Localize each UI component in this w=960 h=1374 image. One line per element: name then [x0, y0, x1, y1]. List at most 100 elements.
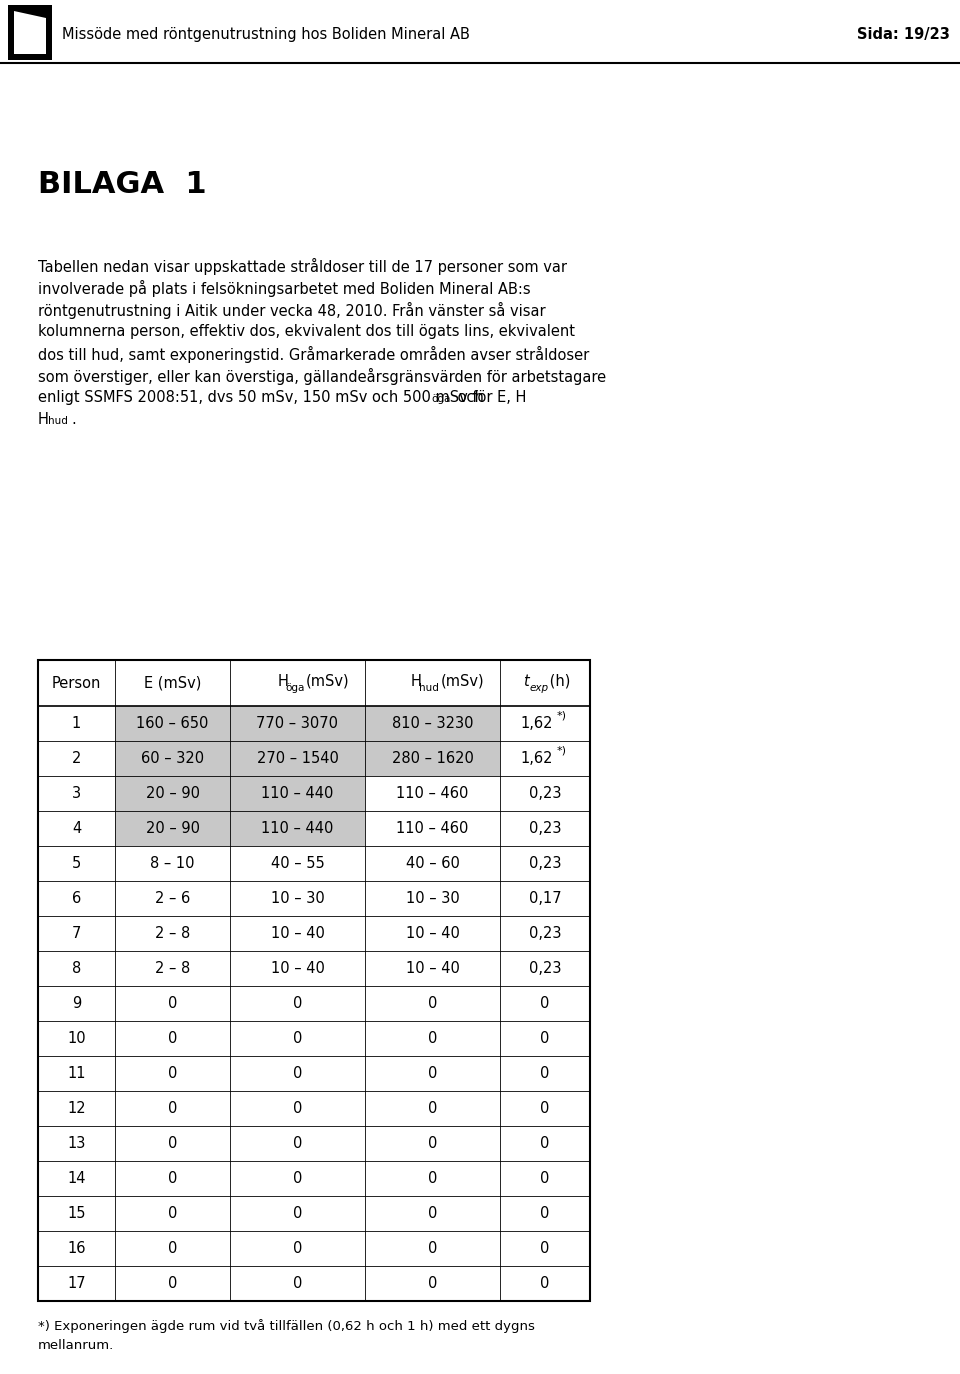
Text: 0: 0 — [540, 1030, 550, 1046]
Text: 160 – 650: 160 – 650 — [136, 716, 208, 731]
Bar — [115, 811, 365, 846]
Polygon shape — [14, 11, 46, 54]
Text: 110 – 460: 110 – 460 — [396, 786, 468, 801]
Text: 1,62: 1,62 — [520, 752, 553, 765]
Text: öga: öga — [285, 683, 305, 692]
Text: 0: 0 — [428, 1241, 437, 1256]
Text: 0: 0 — [168, 1276, 178, 1292]
Bar — [115, 776, 365, 811]
Text: H: H — [277, 673, 288, 688]
Text: 0: 0 — [293, 1276, 302, 1292]
Text: 0: 0 — [428, 1030, 437, 1046]
Text: 0: 0 — [168, 1136, 178, 1151]
Text: *): *) — [557, 746, 567, 756]
Text: Tabellen nedan visar uppskattade stråldoser till de 17 personer som var: Tabellen nedan visar uppskattade stråldo… — [38, 258, 567, 275]
Text: mellanrum.: mellanrum. — [38, 1340, 114, 1352]
Text: 0: 0 — [428, 1206, 437, 1221]
Text: 0: 0 — [293, 1136, 302, 1151]
Text: 280 – 1620: 280 – 1620 — [392, 752, 473, 765]
Text: 10 – 40: 10 – 40 — [405, 960, 460, 976]
Text: 9: 9 — [72, 996, 82, 1011]
Text: 0: 0 — [540, 1101, 550, 1116]
Text: 0: 0 — [540, 1136, 550, 1151]
Text: 2: 2 — [72, 752, 82, 765]
Text: 12: 12 — [67, 1101, 85, 1116]
Text: 3: 3 — [72, 786, 81, 801]
Text: *) Exponeringen ägde rum vid två tillfällen (0,62 h och 1 h) med ett dygns: *) Exponeringen ägde rum vid två tillfäl… — [38, 1319, 535, 1333]
Text: och: och — [453, 390, 484, 405]
Text: 10 – 40: 10 – 40 — [405, 926, 460, 941]
Bar — [38, 660, 590, 1301]
Text: 0,23: 0,23 — [529, 856, 562, 871]
Text: 0: 0 — [428, 1136, 437, 1151]
Text: 0: 0 — [428, 1171, 437, 1186]
Text: 0: 0 — [293, 996, 302, 1011]
Text: 15: 15 — [67, 1206, 85, 1221]
Text: 0: 0 — [168, 1206, 178, 1221]
Text: enligt SSMFS 2008:51, dvs 50 mSv, 150 mSv och 500 mSv för E, H: enligt SSMFS 2008:51, dvs 50 mSv, 150 mS… — [38, 390, 526, 405]
Text: 0: 0 — [293, 1066, 302, 1081]
Text: 810 – 3230: 810 – 3230 — [392, 716, 473, 731]
Text: 0: 0 — [293, 1241, 302, 1256]
Text: hud: hud — [48, 416, 68, 426]
Text: (h): (h) — [545, 673, 570, 688]
Text: 770 – 3070: 770 – 3070 — [256, 716, 339, 731]
Text: (mSv): (mSv) — [441, 673, 484, 688]
Text: röntgenutrustning i Aitik under vecka 48, 2010. Från vänster så visar: röntgenutrustning i Aitik under vecka 48… — [38, 302, 545, 319]
Text: 14: 14 — [67, 1171, 85, 1186]
Text: 0: 0 — [428, 1066, 437, 1081]
Text: 0: 0 — [168, 1241, 178, 1256]
Text: 8 – 10: 8 – 10 — [151, 856, 195, 871]
Text: 0: 0 — [168, 1066, 178, 1081]
Text: 1,62: 1,62 — [520, 716, 553, 731]
Bar — [115, 706, 500, 741]
Text: 0: 0 — [540, 1206, 550, 1221]
Text: 8: 8 — [72, 960, 82, 976]
Text: 10: 10 — [67, 1030, 85, 1046]
Text: 0: 0 — [168, 1030, 178, 1046]
Text: BILAGA  1: BILAGA 1 — [38, 170, 206, 199]
Text: 0: 0 — [540, 1171, 550, 1186]
Text: 110 – 440: 110 – 440 — [261, 822, 334, 835]
Text: 0: 0 — [540, 1241, 550, 1256]
Text: 0: 0 — [540, 1276, 550, 1292]
Text: 0: 0 — [293, 1171, 302, 1186]
Text: 0: 0 — [428, 996, 437, 1011]
Text: 0,17: 0,17 — [529, 890, 562, 905]
Text: kolumnerna person, effektiv dos, ekvivalent dos till ögats lins, ekvivalent: kolumnerna person, effektiv dos, ekvival… — [38, 324, 575, 339]
Text: 60 – 320: 60 – 320 — [141, 752, 204, 765]
Text: 0,23: 0,23 — [529, 926, 562, 941]
Text: 1: 1 — [72, 716, 82, 731]
Text: 5: 5 — [72, 856, 82, 871]
Text: 6: 6 — [72, 890, 82, 905]
Text: 0,23: 0,23 — [529, 960, 562, 976]
Text: 0: 0 — [168, 996, 178, 1011]
Text: 0: 0 — [168, 1101, 178, 1116]
Polygon shape — [8, 5, 52, 60]
Text: exp: exp — [530, 683, 549, 692]
Text: 13: 13 — [67, 1136, 85, 1151]
Text: 10 – 30: 10 – 30 — [406, 890, 460, 905]
Text: 0: 0 — [428, 1101, 437, 1116]
Text: H: H — [38, 412, 49, 427]
Text: 40 – 55: 40 – 55 — [271, 856, 324, 871]
Text: 110 – 440: 110 – 440 — [261, 786, 334, 801]
Text: 0: 0 — [540, 996, 550, 1011]
Text: 0: 0 — [168, 1171, 178, 1186]
Text: som överstiger, eller kan överstiga, gällandeårsgränsvärden för arbetstagare: som överstiger, eller kan överstiga, gäl… — [38, 368, 606, 385]
Text: 40 – 60: 40 – 60 — [405, 856, 460, 871]
Text: 20 – 90: 20 – 90 — [146, 786, 200, 801]
Text: 0: 0 — [293, 1206, 302, 1221]
Text: 10 – 40: 10 – 40 — [271, 926, 324, 941]
Text: (mSv): (mSv) — [305, 673, 349, 688]
Text: 10 – 40: 10 – 40 — [271, 960, 324, 976]
Text: 0,23: 0,23 — [529, 786, 562, 801]
Text: *): *) — [557, 710, 567, 720]
Text: 270 – 1540: 270 – 1540 — [256, 752, 339, 765]
Text: 2 – 6: 2 – 6 — [155, 890, 190, 905]
Text: 0: 0 — [293, 1030, 302, 1046]
Text: E (mSv): E (mSv) — [144, 676, 202, 691]
Text: H: H — [411, 673, 421, 688]
Text: 2 – 8: 2 – 8 — [155, 960, 190, 976]
Text: t: t — [523, 673, 529, 688]
